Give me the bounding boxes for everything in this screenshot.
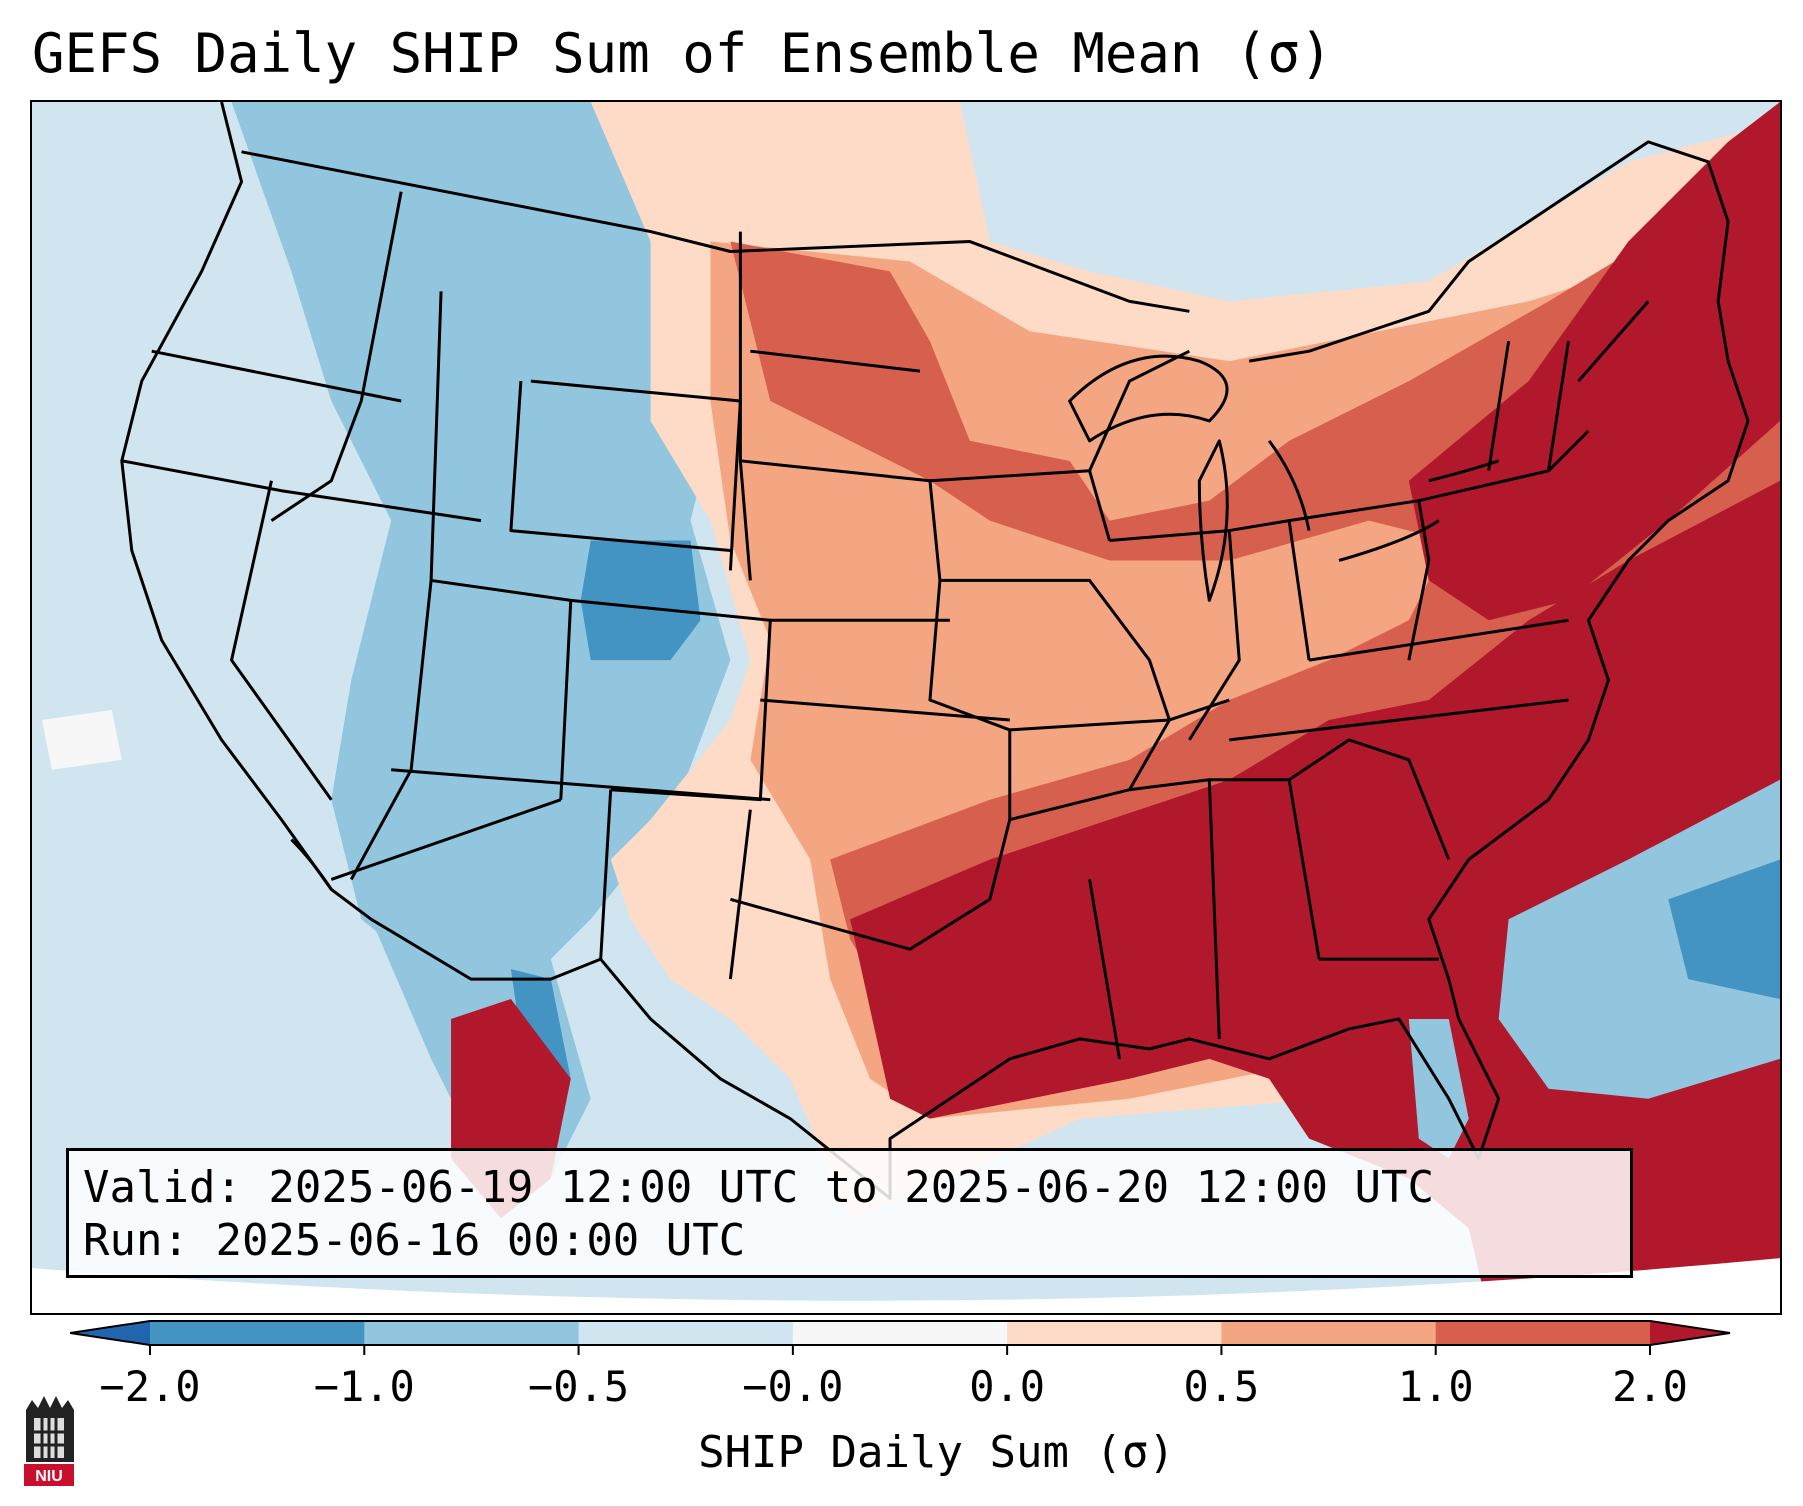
colorbar-segment	[792, 1321, 1008, 1345]
field-atlantic-blue	[1498, 779, 1780, 1099]
field-florida-blue	[1408, 1018, 1469, 1159]
field-west-blue	[231, 102, 731, 1000]
colorbar-tick-label: 0.0	[969, 1362, 1045, 1411]
colorbar-segments	[70, 1320, 1731, 1346]
field-colorado-strong	[580, 540, 701, 661]
colorbar-tick-label: −2.0	[99, 1362, 200, 1411]
valid-time-text: Valid: 2025-06-19 12:00 UTC to 2025-06-2…	[83, 1162, 1435, 1213]
colorbar-tick-label: −1.0	[314, 1362, 415, 1411]
colorbar-label: SHIP Daily Sum (σ)	[698, 1427, 1175, 1478]
colorbar-tick-label: −0.5	[528, 1362, 629, 1411]
state-boundaries	[120, 102, 1750, 1200]
colorbar-tick-label: 0.5	[1183, 1362, 1259, 1411]
colorbar-ticks: −2.0 −1.0 −0.5 −0.0 0.0 0.5 1.0 2.0	[99, 1345, 1688, 1411]
colorbar-tick-label: −0.0	[742, 1362, 843, 1411]
colorbar-segment	[364, 1321, 580, 1345]
valid-run-info-box: Valid: 2025-06-19 12:00 UTC to 2025-06-2…	[66, 1148, 1633, 1278]
niu-logo-icon: NIU	[24, 1396, 74, 1486]
run-time-text: Run: 2025-06-16 00:00 UTC	[83, 1215, 746, 1266]
colorbar-segment	[578, 1321, 794, 1345]
colorbar-tick-label: 2.0	[1612, 1362, 1688, 1411]
colorbar-segment	[150, 1321, 365, 1345]
colorbar-segment	[1221, 1321, 1437, 1345]
colorbar-tick-label: 1.0	[1398, 1362, 1474, 1411]
logo-text: NIU	[35, 1468, 63, 1485]
colorbar-segment	[1007, 1321, 1222, 1345]
colorbar: −2.0 −1.0 −0.5 −0.0 0.0 0.5 1.0 2.0	[70, 1320, 1731, 1411]
map-panel	[30, 100, 1782, 1315]
field-neutral-patch	[41, 709, 122, 770]
field-strong-pos-gulf	[850, 480, 1780, 1313]
field-mod-pos	[730, 161, 1780, 1059]
field-map	[32, 102, 1780, 1313]
colorbar-extend-low	[70, 1321, 150, 1345]
field-off-projection	[32, 1258, 1780, 1313]
field-atlantic-strong	[1668, 859, 1780, 1000]
colorbar-extend-high	[1650, 1321, 1730, 1345]
map-title: GEFS Daily SHIP Sum of Ensemble Mean (σ)	[32, 22, 1333, 85]
colorbar-segment	[1435, 1321, 1651, 1345]
